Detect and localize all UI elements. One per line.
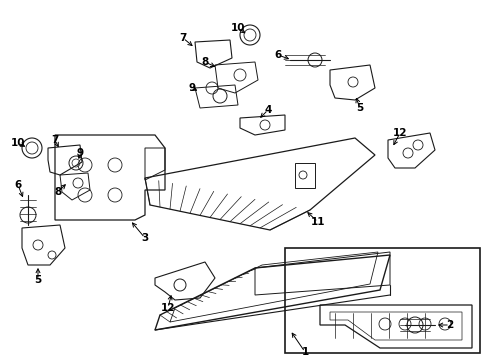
Text: 10: 10	[11, 138, 25, 148]
Text: 3: 3	[141, 233, 148, 243]
Text: 2: 2	[446, 320, 453, 330]
Text: 9: 9	[76, 148, 83, 158]
Text: 6: 6	[14, 180, 21, 190]
Text: 5: 5	[356, 103, 363, 113]
Text: 1: 1	[301, 347, 308, 357]
Text: 12: 12	[392, 128, 407, 138]
Text: 8: 8	[201, 57, 208, 67]
Text: 12: 12	[161, 303, 175, 313]
Bar	[294, 163, 314, 188]
Text: 5: 5	[34, 275, 41, 285]
Text: 6: 6	[274, 50, 281, 60]
Text: 11: 11	[310, 217, 325, 227]
Text: 4: 4	[264, 105, 271, 115]
Text: 9: 9	[188, 83, 195, 93]
Text: 10: 10	[230, 23, 245, 33]
Text: 7: 7	[179, 33, 186, 43]
Text: 8: 8	[54, 187, 61, 197]
Text: 7: 7	[51, 135, 59, 145]
Bar	[285, 248, 479, 353]
